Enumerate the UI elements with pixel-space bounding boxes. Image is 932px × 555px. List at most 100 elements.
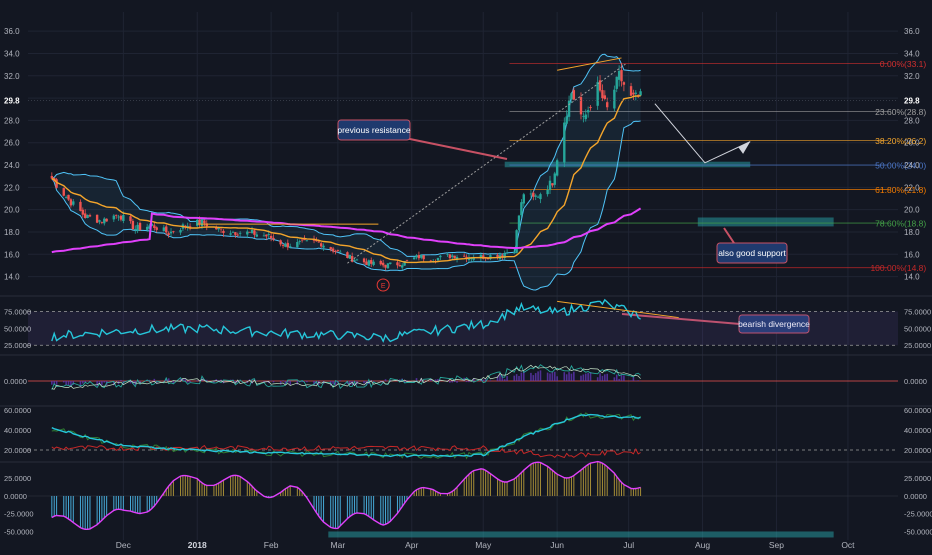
candle-body xyxy=(582,115,585,117)
candle-body xyxy=(403,261,406,266)
moving-average-long xyxy=(51,207,642,254)
candle-body xyxy=(415,255,418,258)
candle-body xyxy=(81,209,85,215)
candle-body xyxy=(522,194,525,204)
oscillator-right-tick: -50.0000 xyxy=(904,527,932,536)
candle-body xyxy=(267,234,270,236)
dmi-right-tick: 20.0000 xyxy=(904,446,931,455)
oscillator-left-tick: -50.0000 xyxy=(4,527,34,536)
candle-body xyxy=(238,232,242,234)
candle-body xyxy=(555,160,559,176)
right-price-tick: 22.0 xyxy=(904,183,920,192)
candle-body xyxy=(417,255,421,259)
macd-left-tick: 0.0000 xyxy=(4,377,27,386)
candle-body xyxy=(236,234,239,236)
x-tick-label: Apr xyxy=(405,540,418,550)
left-price-tick: 18.0 xyxy=(4,228,20,237)
candle-body xyxy=(479,254,483,259)
rsi-right-tick: 50.0000 xyxy=(904,324,931,333)
oscillator-left-tick: 0.0000 xyxy=(4,492,27,501)
oscillator-right-tick: 0.0000 xyxy=(904,492,927,501)
candle-body xyxy=(255,234,259,237)
candle-body xyxy=(401,265,404,268)
candle-body xyxy=(586,110,590,113)
candle-body xyxy=(348,254,351,259)
candle-body xyxy=(389,262,392,264)
candle-body xyxy=(286,242,290,248)
x-tick-label: Oct xyxy=(841,540,855,550)
bollinger-upper-band xyxy=(51,53,641,257)
candle-body xyxy=(517,215,521,231)
candle-body xyxy=(134,229,137,231)
candle-body xyxy=(105,218,108,222)
candle-body xyxy=(629,86,633,96)
x-tick-label: Feb xyxy=(264,540,279,550)
candle-body xyxy=(262,235,266,237)
candle-body xyxy=(215,227,218,230)
candle-body xyxy=(539,194,542,200)
fib-level-label: 100.00%(14.8) xyxy=(870,263,926,273)
candle-body xyxy=(296,242,299,248)
candle-body xyxy=(336,249,340,251)
candle-body xyxy=(248,231,251,233)
candle-body xyxy=(334,251,337,252)
bearish-divergence-callout-box xyxy=(738,314,810,334)
candle-body xyxy=(79,201,82,211)
candle-body xyxy=(436,258,440,261)
candle-body xyxy=(412,257,416,260)
candle-body xyxy=(331,248,335,252)
right-price-tick: 34.0 xyxy=(904,49,920,58)
rsi-left-tick: 75.0000 xyxy=(4,307,31,316)
rsi-right-tick: 25.0000 xyxy=(904,341,931,350)
candle-body xyxy=(350,256,354,262)
candle-body xyxy=(88,215,92,217)
candle-body xyxy=(448,254,452,259)
right-price-tick: 28.0 xyxy=(904,116,920,125)
x-tick-label: Jun xyxy=(550,540,564,550)
left-price-tick: 32.0 xyxy=(4,72,20,81)
candle-body xyxy=(136,224,139,231)
candle-body xyxy=(288,246,292,248)
candle-body xyxy=(98,220,101,222)
candle-body xyxy=(62,188,65,196)
candle-body xyxy=(234,232,237,235)
candle-body xyxy=(188,226,192,228)
candle-body xyxy=(372,261,375,266)
candle-body xyxy=(589,106,592,109)
x-tick-label: Jul xyxy=(623,540,634,550)
candle-body xyxy=(272,237,275,240)
candle-body xyxy=(145,226,149,230)
candle-body xyxy=(505,252,509,254)
candle-body xyxy=(503,253,506,258)
candle-body xyxy=(420,254,423,258)
candle-body xyxy=(196,219,199,226)
candle-body xyxy=(103,218,106,224)
candle-body xyxy=(472,257,475,260)
candle-body xyxy=(86,214,89,218)
right-price-tick: 18.0 xyxy=(904,228,920,237)
candle-body xyxy=(131,220,135,230)
candle-body xyxy=(570,93,573,100)
candle-body xyxy=(513,251,516,254)
candle-body xyxy=(529,193,533,195)
dmi-right-tick: 40.0000 xyxy=(904,426,931,435)
candle-body xyxy=(148,225,151,229)
candle-body xyxy=(606,102,609,108)
oscillator-left-tick: 25.0000 xyxy=(4,474,31,483)
candle-body xyxy=(205,223,208,227)
candle-body xyxy=(603,95,607,99)
projected-path-arrow xyxy=(654,103,751,164)
candle-body xyxy=(155,227,158,230)
x-tick-label: 2018 xyxy=(188,540,207,550)
trend-drawings: E xyxy=(197,57,751,292)
candle-body xyxy=(222,230,225,233)
left-price-tick: 26.0 xyxy=(4,139,20,148)
left-price-tick: 14.0 xyxy=(4,273,20,282)
oscillator-highlight-zone xyxy=(328,531,834,538)
candle-body xyxy=(114,214,118,216)
candle-body xyxy=(534,195,537,197)
left-price-tick: 34.0 xyxy=(4,49,20,58)
support-zones xyxy=(504,161,834,227)
